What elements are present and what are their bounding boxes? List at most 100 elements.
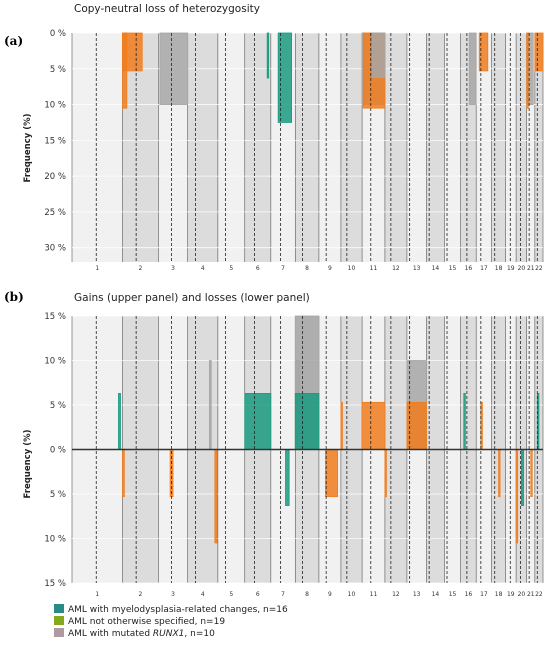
- y-tick-label: 30 %: [44, 244, 66, 254]
- chromosome-label-6: 6: [256, 591, 260, 598]
- y-tick-label: 0 %: [50, 29, 66, 39]
- panel-b-label: (b): [4, 290, 24, 304]
- chromosome-label-19: 19: [507, 591, 515, 598]
- y-tick-label: 25 %: [44, 208, 66, 218]
- loss-bar-chr20: [515, 449, 519, 544]
- panel-a-y-axis-label: Frequency (%): [23, 113, 33, 182]
- chromosome-band-15: [444, 33, 461, 262]
- y-tick-label: 5 %: [50, 65, 66, 75]
- chromosome-label-5: 5: [229, 265, 233, 272]
- chromosome-label-7: 7: [281, 265, 285, 272]
- chromosome-band-4: [187, 33, 218, 262]
- chromosome-band-19: [505, 33, 517, 262]
- loss-bar-chr9: [325, 449, 339, 498]
- legend-swatch-runx1: [54, 628, 64, 637]
- chromosome-label-10: 10: [348, 591, 356, 598]
- legend-label-runx1-suffix: , n=10: [184, 629, 215, 639]
- chromosome-label-15: 15: [449, 265, 457, 272]
- loh-bar-chr2: [122, 32, 128, 109]
- loss-bar-chr4: [214, 449, 218, 544]
- loh-bar-chr11: [371, 32, 386, 78]
- legend-item-runx1: AML with mutated RUNX1, n=10: [54, 628, 215, 639]
- chromosome-label-9: 9: [328, 265, 332, 272]
- chromosome-label-6: 6: [256, 265, 260, 272]
- chromosome-label-13: 13: [413, 265, 421, 272]
- loh-bar-chr7: [277, 32, 293, 123]
- gain-bar-chr16: [463, 393, 466, 450]
- loss-bar-chr2: [122, 449, 125, 498]
- chromosome-band-5: [217, 33, 245, 262]
- legend-item-mrc: AML with myelodysplasia-related changes,…: [54, 604, 288, 615]
- panel-b-title: Gains (upper panel) and losses (lower pa…: [74, 292, 310, 304]
- chromosome-band-1: [72, 33, 123, 262]
- y-tick-label: 20 %: [44, 172, 66, 182]
- y-tick-label: 5 %: [50, 401, 66, 411]
- panel-a-gridlines: [72, 32, 543, 249]
- gain-bar-chr10: [340, 401, 343, 450]
- chromosome-band-17: [476, 33, 492, 262]
- chromosome-label-12: 12: [392, 591, 400, 598]
- chromosome-band-13: [406, 33, 427, 262]
- chromosome-label-17: 17: [480, 265, 488, 272]
- legend-label-runx1-prefix: AML with mutated: [68, 629, 153, 639]
- loss-bar-chr7: [285, 449, 290, 506]
- panel-a-bars: [122, 32, 544, 123]
- chromosome-label-11: 11: [370, 265, 378, 272]
- legend-label-nos: AML not otherwise specified, n=19: [68, 617, 225, 627]
- legend-swatch-nos: [54, 616, 64, 625]
- loss-bar-chr18: [498, 449, 501, 498]
- panel-b-chromosome-labels: 1 2 3 4 5 6 7 8 9 10 11 12 13 14 15 16 17 18 19 20 21 22: [95, 591, 543, 598]
- y-tick-label: 15 %: [44, 312, 66, 322]
- legend-item-nos: AML not otherwise specified, n=19: [54, 616, 225, 627]
- legend-label-runx1: AML with mutated RUNX1, n=10: [68, 629, 215, 639]
- panel-a-title: Copy-neutral loss of heterozygosity: [74, 3, 260, 15]
- panel-b-y-axis-label: Frequency (%): [23, 429, 33, 498]
- chromosome-label-20: 20: [518, 591, 526, 598]
- panel-a-centromeres: [95, 33, 538, 262]
- chromosome-band-22: [534, 33, 543, 262]
- legend-label-mrc: AML with myelodysplasia-related changes,…: [68, 605, 288, 615]
- y-tick-label: 10 %: [44, 535, 66, 545]
- legend: AML with myelodysplasia-related changes,…: [54, 604, 288, 639]
- y-tick-label: 10 %: [44, 357, 66, 367]
- panel-a-chromosome-labels: 1 2 3 4 5 6 7 8 9 10 11 12 13 14 15 16 17 18 19 20 21 22: [95, 265, 543, 272]
- chromosome-label-19: 19: [507, 265, 515, 272]
- chromosome-label-4: 4: [201, 591, 205, 598]
- panel-a-loh: (a) Copy-neutral loss of heterozygosity …: [4, 3, 544, 272]
- chromosome-band-18: [491, 33, 506, 262]
- chromosome-band-14: [426, 33, 445, 262]
- chromosome-label-1: 1: [95, 591, 99, 598]
- chromosome-label-10: 10: [348, 265, 356, 272]
- chromosome-label-16: 16: [465, 591, 473, 598]
- chromosome-label-5: 5: [229, 591, 233, 598]
- chromosome-label-4: 4: [201, 265, 205, 272]
- panel-a-label: (a): [4, 34, 23, 48]
- chromosome-band-6: [244, 33, 271, 262]
- chromosome-label-7: 7: [281, 591, 285, 598]
- chromosome-label-14: 14: [432, 265, 440, 272]
- loss-bar-chr20: [521, 449, 524, 506]
- y-tick-label: 5 %: [50, 490, 66, 500]
- chromosome-label-12: 12: [392, 265, 400, 272]
- gain-bar-chr1: [118, 393, 121, 450]
- chromosome-label-21: 21: [527, 265, 535, 272]
- chromosome-label-20: 20: [518, 265, 526, 272]
- loh-bar-chr6: [266, 32, 270, 79]
- loh-bar-chr22: [534, 32, 544, 72]
- loh-bar-chr21: [526, 32, 529, 109]
- y-tick-label: 10 %: [44, 101, 66, 111]
- chromosome-label-18: 18: [495, 591, 503, 598]
- chromosome-band-9: [318, 33, 341, 262]
- panel-b-cna: (b) Gains (upper panel) and losses (lowe…: [4, 290, 544, 598]
- chromosome-label-2: 2: [139, 591, 143, 598]
- chromosome-label-3: 3: [171, 591, 175, 598]
- legend-swatch-mrc: [54, 604, 64, 613]
- panel-b-bars: [118, 315, 540, 544]
- chromosome-label-14: 14: [432, 591, 440, 598]
- loss-bar-chr12: [384, 449, 387, 498]
- chromosome-label-15: 15: [449, 591, 457, 598]
- chromosome-band-21: [526, 33, 535, 262]
- chromosome-label-22: 22: [535, 591, 543, 598]
- gain-bar-chr11: [361, 401, 386, 450]
